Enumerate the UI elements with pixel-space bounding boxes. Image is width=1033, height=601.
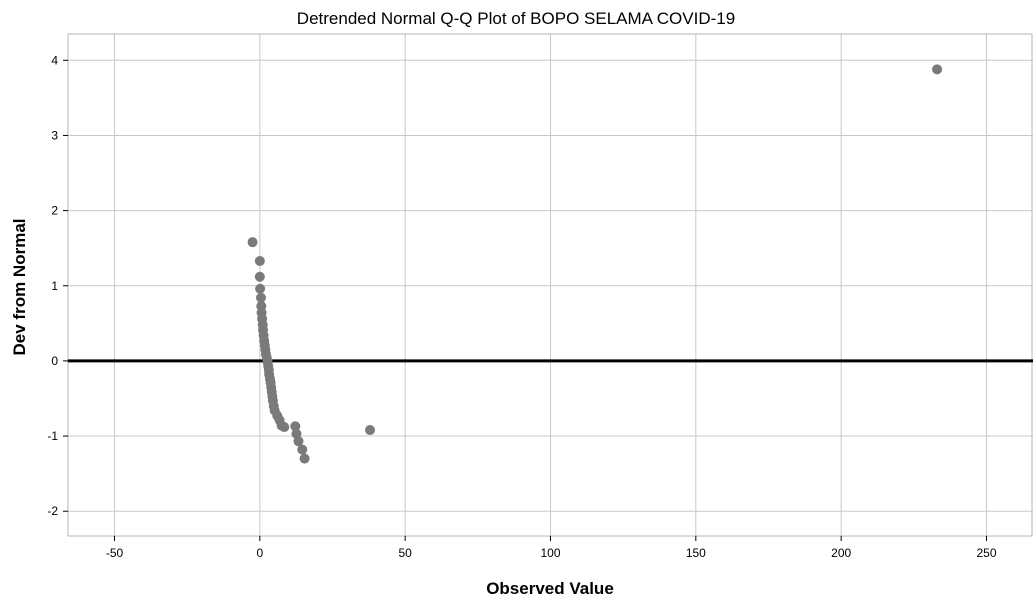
data-point [299, 453, 310, 464]
x-tick-label: 250 [976, 546, 996, 560]
x-tick-label: 150 [686, 546, 706, 560]
data-points [247, 64, 943, 464]
x-tick-label: 200 [831, 546, 851, 560]
y-axis-label: Dev from Normal [10, 219, 29, 356]
data-point [932, 64, 943, 75]
data-point [291, 428, 302, 439]
grid-layer [68, 34, 1033, 536]
x-tick-label: 0 [256, 546, 263, 560]
data-point [293, 436, 304, 447]
y-tick-label: 1 [51, 279, 58, 293]
data-point [297, 444, 308, 455]
y-tick-label: 0 [51, 354, 58, 368]
data-point [255, 283, 266, 294]
axis-ticks: -50 0 50 100 150 200 250 -2 -1 0 1 2 3 4 [47, 53, 996, 560]
data-point [279, 422, 290, 433]
data-point [254, 255, 265, 266]
y-tick-label: 2 [51, 204, 58, 218]
data-point [364, 425, 375, 436]
data-point [247, 237, 258, 248]
y-tick-label: -1 [47, 429, 58, 443]
x-tick-label: 100 [540, 546, 560, 560]
y-tick-label: 4 [51, 53, 58, 67]
chart-title: Detrended Normal Q-Q Plot of BOPO SELAMA… [297, 9, 735, 28]
y-tick-label: 3 [51, 128, 58, 142]
data-point [290, 421, 301, 432]
y-tick-label: -2 [47, 504, 58, 518]
x-tick-label: 50 [398, 546, 412, 560]
x-tick-label: -50 [106, 546, 124, 560]
x-axis-label: Observed Value [486, 579, 614, 598]
data-point [254, 271, 265, 282]
data-point [256, 292, 266, 303]
